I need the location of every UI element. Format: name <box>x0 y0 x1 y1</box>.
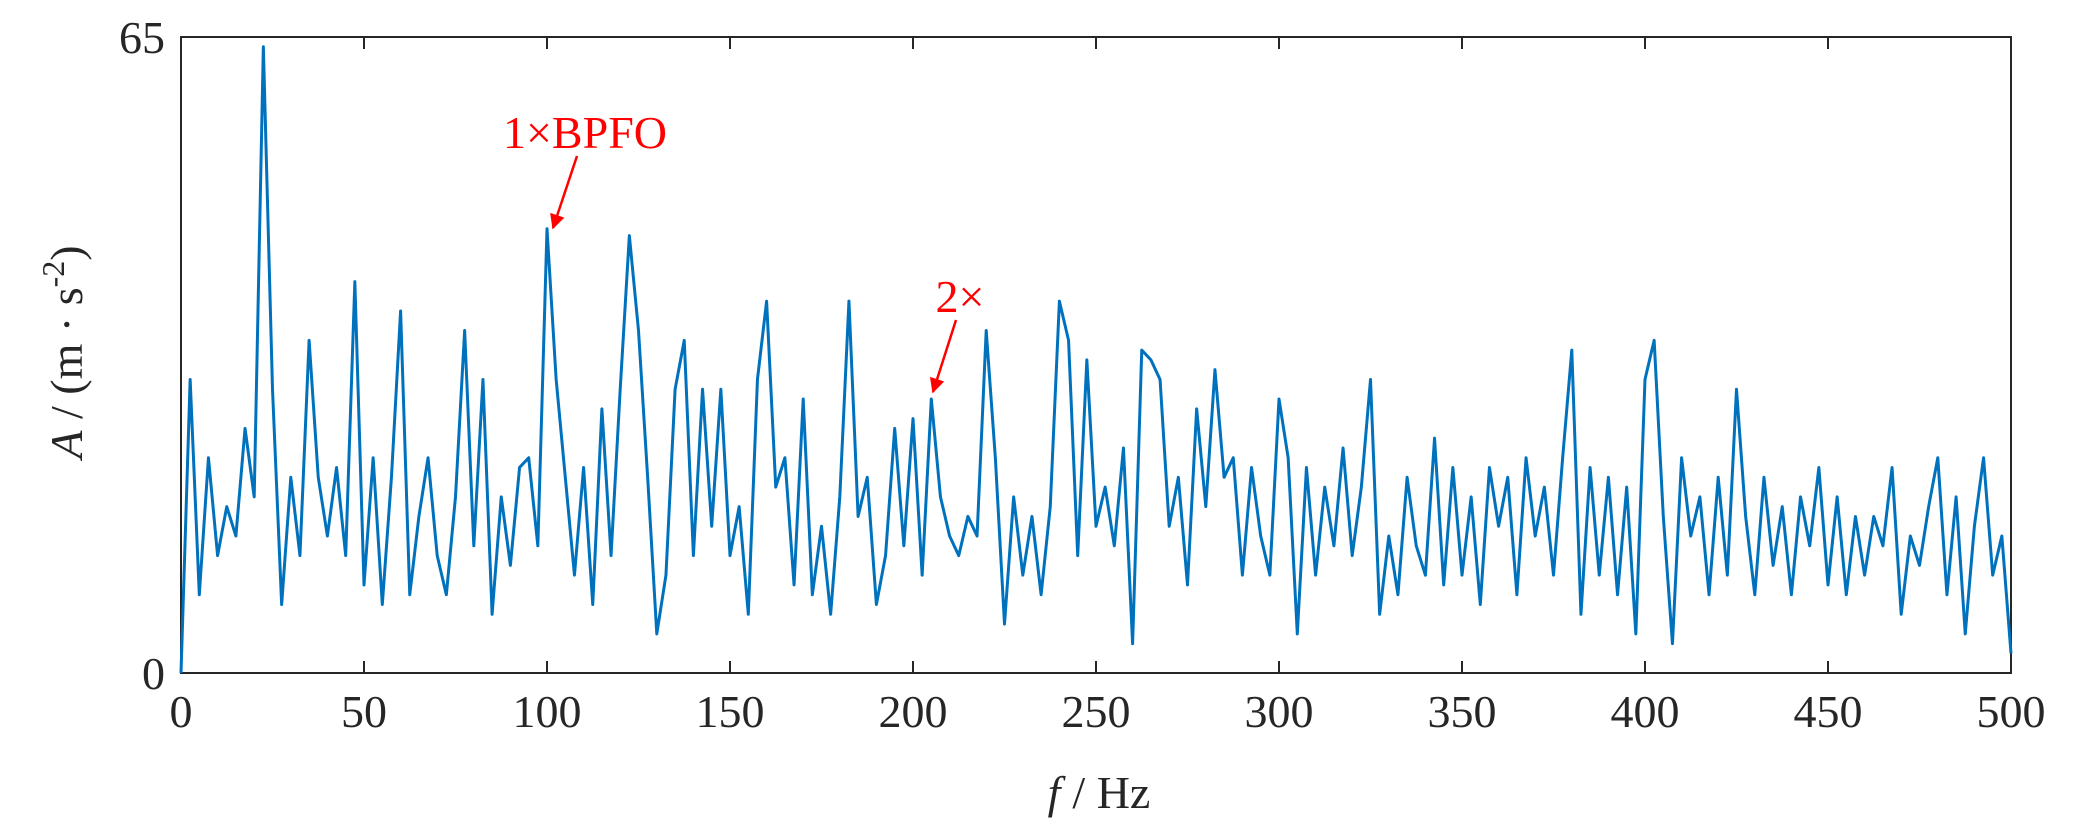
annotation: 2× <box>936 271 985 322</box>
x-tick-label: 250 <box>1062 686 1131 737</box>
y-axis-label: A / (m · s-2) <box>35 245 92 461</box>
plot-frame <box>180 36 2012 674</box>
y-label-unit: / (m · s <box>41 287 92 430</box>
x-tick-label: 450 <box>1794 686 1863 737</box>
y-tick-label: 0 <box>142 648 165 699</box>
x-label-unit: / Hz <box>1072 767 1150 818</box>
y-label-end: ) <box>41 245 92 260</box>
y-label-sup: -2 <box>35 261 71 288</box>
x-tick-label: 50 <box>341 686 387 737</box>
annotation: 1×BPFO <box>503 107 667 158</box>
data-line <box>179 45 2013 674</box>
x-label-symbol: f <box>1048 767 1067 818</box>
x-tick-label: 150 <box>696 686 765 737</box>
y-tick-label: 65 <box>119 12 165 63</box>
x-tick-label: 300 <box>1245 686 1314 737</box>
x-tick-label: 100 <box>513 686 582 737</box>
y-label-symbol: A <box>41 430 92 462</box>
x-tick-label: 350 <box>1428 686 1497 737</box>
x-tick-label: 400 <box>1611 686 1680 737</box>
annotation-arrow <box>929 319 958 394</box>
x-tick-label: 200 <box>879 686 948 737</box>
x-tick-label: 500 <box>1977 686 2046 737</box>
x-tick-label: 0 <box>170 686 193 737</box>
x-axis-label: f / Hz <box>1048 767 1151 818</box>
annotation-arrow <box>550 155 579 230</box>
